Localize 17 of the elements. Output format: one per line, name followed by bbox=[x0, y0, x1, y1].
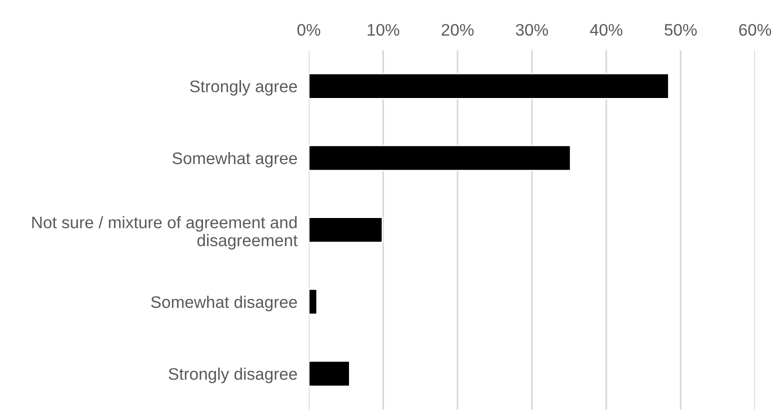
y-tick-label: Strongly disagree bbox=[168, 368, 297, 384]
x-tick-label: 30% bbox=[516, 24, 548, 36]
bar bbox=[308, 288, 318, 316]
x-tick-label: 60% bbox=[739, 24, 772, 36]
y-tick-label: Strongly agree bbox=[190, 80, 297, 96]
x-tick-label: 0% bbox=[297, 24, 320, 36]
y-tick-label: Somewhat agree bbox=[172, 152, 297, 168]
bar bbox=[308, 360, 350, 387]
bar bbox=[308, 72, 670, 100]
x-tick-label: 10% bbox=[368, 24, 400, 36]
y-tick-label: Somewhat disagree bbox=[151, 296, 297, 312]
x-tick-label: 40% bbox=[590, 24, 622, 36]
x-tick-label: 50% bbox=[664, 24, 697, 36]
bar bbox=[308, 144, 572, 172]
y-tick-label: Not sure / mixture of agreement and disagreement bbox=[32, 216, 298, 250]
x-tick-label: 20% bbox=[442, 24, 474, 36]
bar bbox=[308, 216, 384, 244]
